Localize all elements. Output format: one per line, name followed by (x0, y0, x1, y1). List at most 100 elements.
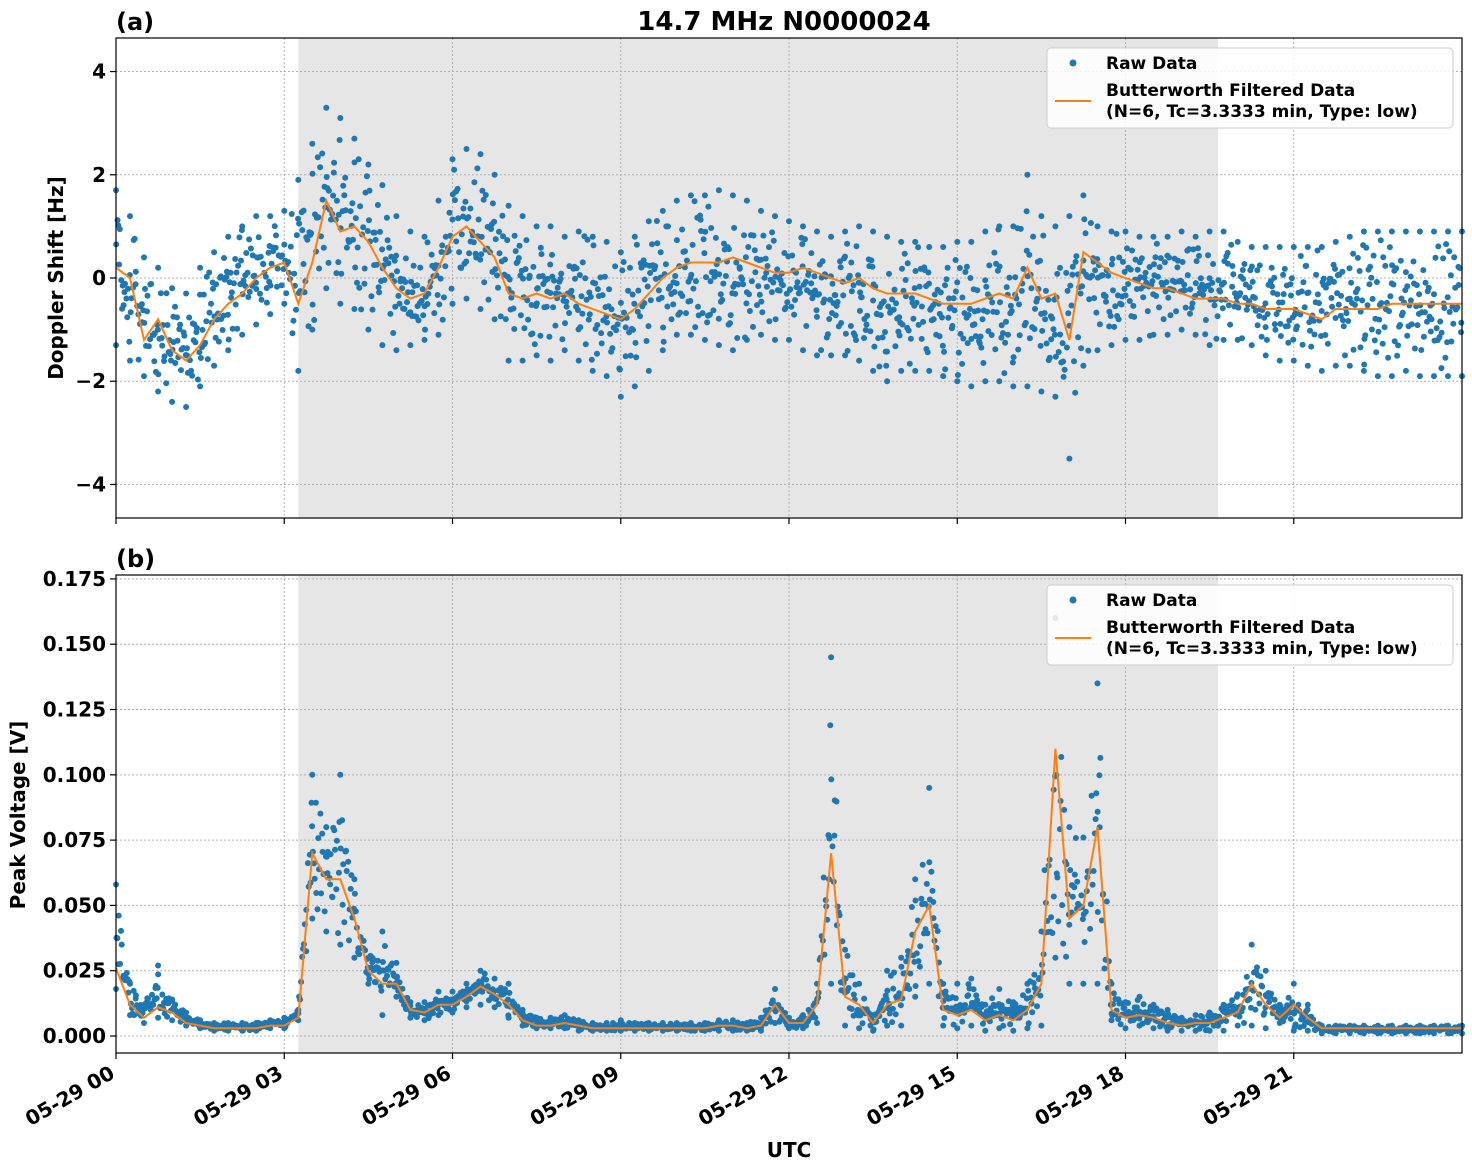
raw-data-point (492, 266, 499, 273)
raw-data-point (1258, 333, 1265, 340)
raw-data-point (1192, 280, 1199, 287)
raw-data-point (1318, 308, 1325, 314)
raw-data-point (183, 290, 190, 297)
raw-data-point (155, 971, 162, 978)
raw-data-point (1006, 274, 1013, 281)
raw-data-point (304, 236, 311, 243)
raw-data-point (579, 310, 586, 317)
raw-data-point (1432, 254, 1439, 261)
raw-data-point (1386, 244, 1393, 251)
raw-data-point (1342, 352, 1348, 359)
raw-data-point (743, 336, 750, 343)
raw-data-point (787, 286, 794, 293)
raw-data-point (870, 367, 877, 374)
raw-data-point (1131, 313, 1138, 320)
raw-data-point (1192, 331, 1199, 338)
raw-data-point (161, 358, 167, 364)
raw-data-point (154, 984, 161, 991)
raw-data-point (1243, 973, 1250, 980)
raw-data-point (662, 261, 669, 268)
raw-data-point (660, 338, 667, 345)
raw-data-point (1287, 281, 1294, 288)
raw-data-point (1192, 1012, 1199, 1019)
raw-data-point (537, 244, 544, 251)
raw-data-point (142, 285, 148, 292)
raw-data-point (1034, 1003, 1040, 1010)
raw-data-point (585, 316, 592, 323)
raw-data-point (1103, 898, 1110, 905)
raw-data-point (422, 326, 428, 333)
raw-data-point (1117, 1021, 1124, 1028)
raw-data-point (1074, 878, 1081, 885)
y-tick-label: 0.000 (43, 1024, 106, 1048)
raw-data-point (169, 1017, 176, 1024)
raw-data-point (884, 987, 891, 994)
raw-data-point (1281, 265, 1288, 272)
raw-data-point (1028, 285, 1035, 292)
raw-data-point (1295, 1001, 1302, 1008)
raw-data-point (575, 1017, 582, 1024)
raw-data-point (449, 1009, 456, 1016)
raw-data-point (1304, 1027, 1311, 1034)
raw-data-point (1132, 256, 1139, 263)
raw-data-point (1320, 275, 1327, 282)
legend-box (1046, 47, 1454, 129)
raw-data-point (1246, 996, 1253, 1002)
raw-data-point (1038, 1022, 1045, 1029)
raw-data-point (982, 1001, 989, 1008)
raw-data-point (982, 378, 989, 385)
raw-data-point (829, 280, 836, 287)
raw-data-point (342, 174, 349, 181)
raw-data-point (1416, 1030, 1423, 1037)
raw-data-point (1246, 298, 1253, 305)
raw-data-point (884, 1022, 891, 1029)
raw-data-point (979, 316, 986, 323)
raw-data-point (673, 237, 680, 244)
raw-data-point (672, 273, 679, 279)
raw-data-point (131, 1012, 138, 1019)
raw-data-point (337, 115, 344, 121)
raw-data-point (682, 248, 688, 255)
raw-data-point (898, 367, 905, 374)
raw-data-point (568, 287, 575, 294)
raw-data-point (1164, 233, 1171, 240)
raw-data-point (584, 236, 591, 243)
raw-data-point (716, 271, 723, 278)
raw-data-point (210, 285, 216, 292)
raw-data-point (458, 265, 465, 271)
raw-data-point (1251, 294, 1258, 301)
raw-data-point (1090, 868, 1097, 874)
raw-data-point (123, 970, 130, 976)
raw-data-point (506, 276, 513, 283)
raw-data-point (930, 316, 937, 323)
raw-data-point (1093, 309, 1100, 316)
raw-data-point (1072, 835, 1079, 841)
raw-data-point (456, 249, 463, 256)
raw-data-point (274, 283, 280, 290)
raw-data-point (755, 283, 762, 290)
raw-data-point (1041, 867, 1048, 874)
raw-data-point (454, 185, 461, 192)
raw-data-point (225, 233, 232, 240)
raw-data-point (238, 257, 244, 264)
raw-data-point (959, 294, 966, 301)
raw-data-point (323, 285, 330, 292)
raw-data-point (1369, 295, 1376, 302)
raw-data-point (779, 282, 786, 289)
raw-data-point (849, 972, 856, 979)
raw-data-point (870, 297, 877, 304)
raw-data-point (1318, 367, 1325, 374)
raw-data-point (354, 279, 360, 286)
raw-data-point (1020, 265, 1027, 272)
raw-data-point (705, 203, 712, 210)
raw-data-point (884, 378, 891, 385)
raw-data-point (788, 303, 795, 310)
raw-data-point (925, 269, 932, 276)
raw-data-point (1390, 281, 1397, 288)
raw-data-point (603, 238, 610, 245)
raw-data-point (592, 280, 599, 287)
raw-data-point (641, 276, 648, 283)
raw-data-point (814, 228, 820, 235)
raw-data-point (519, 1022, 526, 1029)
raw-data-point (1402, 228, 1409, 235)
